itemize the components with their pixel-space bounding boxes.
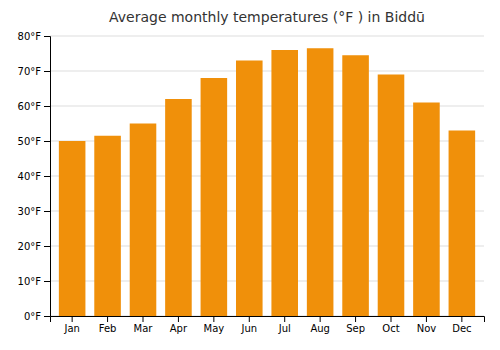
y-tick: 70°F — [18, 66, 50, 77]
y-tick-mark — [44, 36, 50, 37]
bar — [449, 131, 476, 317]
bar — [201, 78, 228, 316]
y-tick: 10°F — [18, 276, 50, 287]
y-tick: 20°F — [18, 241, 50, 252]
bar — [94, 136, 121, 316]
bar — [59, 141, 86, 316]
plot: 0°F 10°F 20°F 30°F 40°F 50°F 60°F 70°F 80°F Jan Fe… — [18, 31, 485, 334]
bar — [130, 124, 157, 317]
y-tick-mark — [44, 246, 50, 247]
x-tick-mark — [461, 316, 462, 322]
grid — [50, 36, 484, 316]
x-tick-label: Feb — [99, 323, 117, 334]
y-tick: 80°F — [18, 31, 50, 42]
x-tick-mark — [249, 316, 250, 322]
y-tick: 40°F — [18, 171, 50, 182]
bar — [165, 99, 192, 316]
y-tick: 50°F — [18, 136, 50, 147]
x-tick-mark — [320, 316, 321, 322]
x-tick: Apr — [170, 316, 188, 334]
x-tick-label: Jun — [240, 323, 257, 334]
bar — [307, 48, 334, 316]
y-tick-label: 70°F — [18, 66, 42, 77]
x-tick: Mar — [134, 316, 154, 334]
x-tick: May — [204, 316, 225, 334]
x-tick: Sep — [346, 316, 365, 334]
x-tick: Jun — [240, 316, 257, 334]
x-tick: Jul — [278, 316, 291, 334]
x-tick-label: Jan — [63, 323, 79, 334]
x-tick: Feb — [99, 316, 117, 334]
x-tick: Oct — [382, 316, 399, 334]
y-tick-label: 50°F — [18, 136, 42, 147]
x-tick-mark — [355, 316, 356, 322]
x-axis-line — [51, 317, 485, 323]
y-tick-mark — [44, 176, 50, 177]
y-tick: 30°F — [18, 206, 50, 217]
bar — [413, 103, 440, 317]
x-tick-mark — [72, 316, 73, 322]
y-tick-label: 20°F — [18, 241, 42, 252]
x-axis: Jan Feb Mar Apr May Jun Jul Aug Sep Oct Nov Dec — [51, 316, 485, 334]
y-tick: 60°F — [18, 101, 50, 112]
x-tick-mark — [143, 316, 144, 322]
y-tick-mark — [44, 316, 50, 317]
x-tick-label: May — [204, 323, 225, 334]
x-tick-mark — [426, 316, 427, 322]
y-axis-line — [44, 37, 51, 317]
x-tick-label: Sep — [346, 323, 365, 334]
bar — [271, 50, 298, 316]
grid-line — [50, 36, 484, 37]
x-tick: Dec — [452, 316, 471, 334]
grid-line — [50, 71, 484, 72]
y-tick-mark — [44, 211, 50, 212]
x-tick-mark — [107, 316, 108, 322]
y-tick-mark — [44, 71, 50, 72]
x-tick-mark — [178, 316, 179, 322]
bars — [59, 48, 475, 316]
y-tick: 0°F — [24, 311, 50, 322]
y-tick-label: 30°F — [18, 206, 42, 217]
x-tick: Aug — [310, 316, 330, 334]
y-tick-label: 0°F — [24, 311, 41, 322]
x-tick-label: Dec — [452, 323, 471, 334]
x-tick-label: Jul — [278, 323, 291, 334]
x-tick-label: Nov — [417, 323, 437, 334]
y-tick-label: 80°F — [18, 31, 42, 42]
x-tick: Nov — [417, 316, 437, 334]
y-tick-mark — [44, 141, 50, 142]
x-tick: Jan — [63, 316, 79, 334]
chart: 0°F 10°F 20°F 30°F 40°F 50°F 60°F 70°F 80°F Jan Fe… — [0, 0, 500, 350]
x-tick-mark — [213, 316, 214, 322]
bar — [236, 61, 263, 317]
y-tick-label: 10°F — [18, 276, 42, 287]
title: Average monthly temperatures (°F ) in Bi… — [109, 9, 425, 25]
x-tick-mark — [391, 316, 392, 322]
x-tick-label: Oct — [382, 323, 399, 334]
x-tick-mark — [284, 316, 285, 322]
y-tick-mark — [44, 281, 50, 282]
x-tick-label: Aug — [310, 323, 330, 334]
x-tick-label: Apr — [170, 323, 188, 334]
y-tick-mark — [44, 106, 50, 107]
y-tick-label: 60°F — [18, 101, 42, 112]
y-tick-label: 40°F — [18, 171, 42, 182]
x-tick-label: Mar — [134, 323, 154, 334]
y-axis: 0°F 10°F 20°F 30°F 40°F 50°F 60°F 70°F 80°F — [18, 31, 51, 322]
bar — [342, 55, 369, 316]
bar — [378, 75, 405, 317]
